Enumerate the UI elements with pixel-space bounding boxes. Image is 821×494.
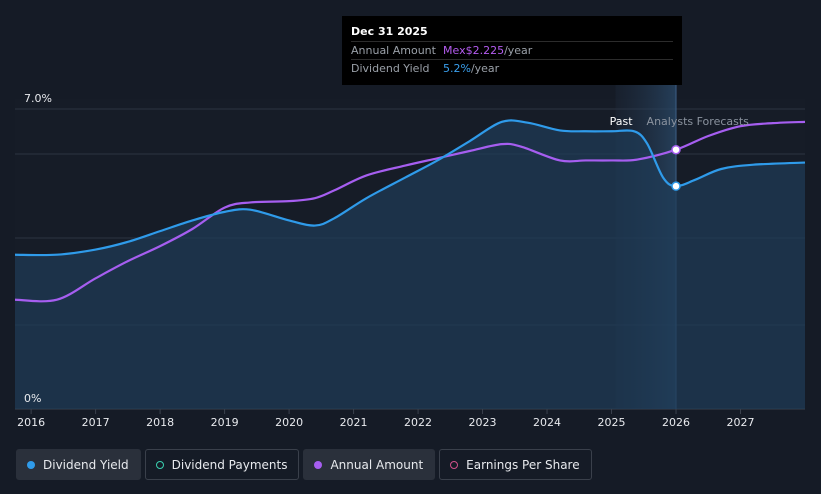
chart-tooltip: Dec 31 2025 Annual Amount Mex$2.225 /yea… (342, 16, 682, 85)
past-label: Past (610, 115, 634, 128)
x-tick-label-2017: 2017 (82, 416, 110, 429)
x-tick-label-2027: 2027 (727, 416, 755, 429)
legend-dividend-payments-label: Dividend Payments (171, 457, 288, 472)
tooltip-yield-row: Dividend Yield 5.2% /year (351, 59, 673, 77)
x-tick-label-2025: 2025 (598, 416, 626, 429)
legend-annual-amount-label: Annual Amount (330, 457, 424, 472)
forecast-label: Analysts Forecasts (647, 115, 750, 128)
x-tick-label-2018: 2018 (146, 416, 174, 429)
y-tick-label-max: 7.0% (24, 92, 52, 105)
tooltip-annual-unit: /year (504, 44, 533, 57)
dividend-yield-dot-icon (27, 460, 35, 469)
tooltip-annual-row: Annual Amount Mex$2.225 /year (351, 41, 673, 59)
tooltip-yield-label: Dividend Yield (351, 62, 430, 75)
chart-legend: Dividend Yield Dividend Payments Annual … (16, 449, 592, 480)
y-tick-label-min: 0% (24, 392, 41, 405)
highlight-point-dividend-yield (671, 181, 681, 191)
tooltip-date: Dec 31 2025 (351, 25, 428, 38)
x-tick-label-2022: 2022 (404, 416, 432, 429)
legend-annual-amount-button[interactable]: Annual Amount (303, 449, 436, 480)
dividend-yield-area (15, 120, 805, 409)
highlight-point-annual-amount (671, 144, 681, 155)
tooltip-yield-unit: /year (470, 62, 500, 75)
legend-dividend-yield-button[interactable]: Dividend Yield (16, 449, 141, 480)
earnings-per-share-ring-icon (450, 460, 459, 469)
x-tick-label-2019: 2019 (211, 416, 239, 429)
tooltip-annual-value: Mex$2.225 (443, 44, 505, 57)
tooltip-annual-label: Annual Amount (351, 44, 436, 57)
x-tick-label-2023: 2023 (469, 416, 497, 429)
legend-earnings-per-share-label: Earnings Per Share (466, 457, 580, 472)
x-tick-label-2016: 2016 (17, 416, 45, 429)
legend-earnings-per-share-button[interactable]: Earnings Per Share (439, 449, 592, 480)
legend-dividend-yield-label: Dividend Yield (43, 457, 129, 472)
annual-amount-dot-icon (314, 460, 323, 469)
tooltip-yield-value: 5.2% (443, 62, 471, 75)
dividend-yield-line (14, 119, 806, 257)
x-tick-label-2024: 2024 (533, 416, 561, 429)
x-tick-label-2021: 2021 (340, 416, 368, 429)
legend-dividend-payments-button[interactable]: Dividend Payments (144, 449, 300, 480)
x-tick-label-2026: 2026 (662, 416, 690, 429)
dividend-payments-ring-icon (155, 460, 164, 469)
x-tick-label-2020: 2020 (275, 416, 303, 429)
